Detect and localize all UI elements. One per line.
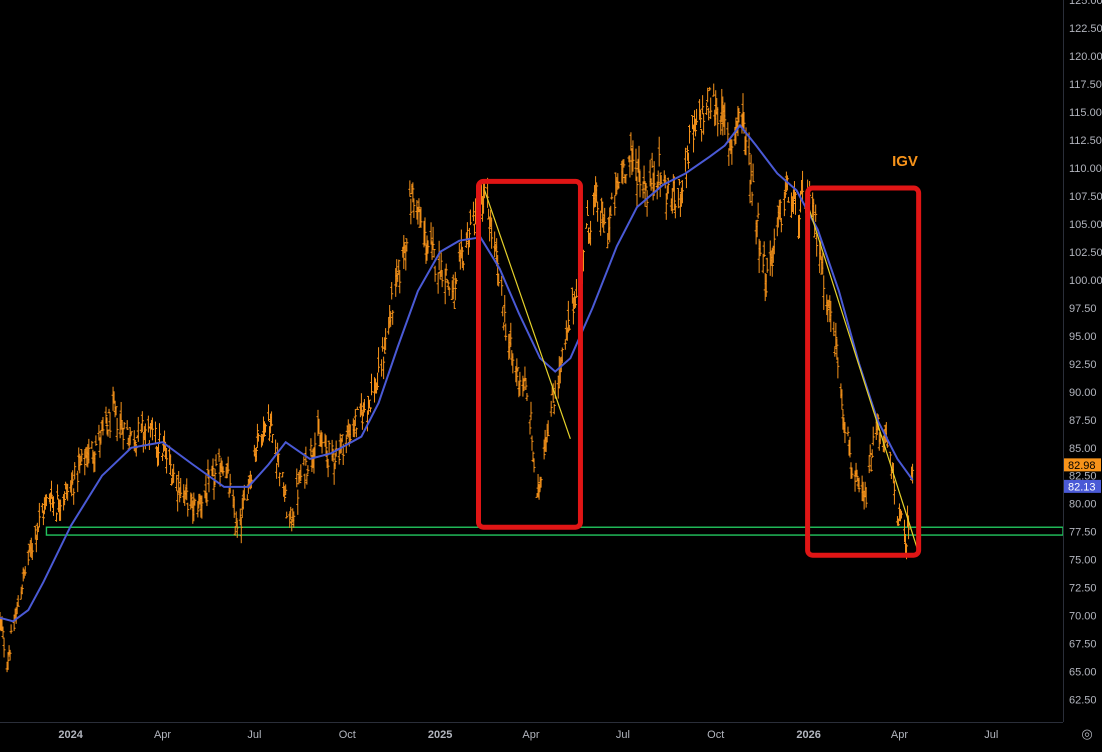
highlight-box-2[interactable]: [805, 185, 922, 558]
y-tick-label: 72.50: [1069, 583, 1097, 595]
x-tick-label: Apr: [522, 729, 539, 741]
y-tick-label: 100.00: [1069, 275, 1102, 287]
y-tick-label: 95.00: [1069, 331, 1097, 343]
y-tick-label: 92.50: [1069, 359, 1097, 371]
y-tick-label: 90.00: [1069, 387, 1097, 399]
x-tick-label: Oct: [707, 729, 724, 741]
symbol-label: IGV: [892, 153, 918, 170]
y-tick-label: 112.50: [1069, 135, 1102, 147]
y-tick-label: 85.00: [1069, 443, 1097, 455]
x-tick-label: Apr: [891, 729, 908, 741]
highlight-box-1[interactable]: [476, 178, 583, 530]
trendline-2[interactable]: [808, 206, 920, 554]
y-tick-label: 82.50: [1069, 471, 1097, 483]
axis-settings-icon[interactable]: ◎: [1081, 726, 1093, 741]
x-axis-panel[interactable]: [0, 722, 1102, 747]
y-tick-label: 110.00: [1069, 163, 1102, 175]
price-tag-bg: [1064, 479, 1101, 493]
moving-average-line[interactable]: [0, 123, 914, 623]
y-tick-label: 67.50: [1069, 639, 1097, 651]
x-tick-label: 2025: [428, 729, 452, 741]
plot-area[interactable]: [0, 0, 1063, 722]
x-tick-label: Jul: [984, 729, 998, 741]
y-tick-label: 107.50: [1069, 191, 1102, 203]
x-tick-label: 2024: [58, 729, 83, 741]
y-tick-label: 125.00: [1069, 0, 1102, 7]
y-tick-label: 62.50: [1069, 695, 1097, 707]
y-tick-label: 97.50: [1069, 303, 1097, 315]
x-tick-label: Jul: [247, 729, 261, 741]
y-tick-label: 80.00: [1069, 499, 1097, 511]
y-tick-label: 122.50: [1069, 23, 1102, 35]
y-tick-label: 105.00: [1069, 219, 1102, 231]
trendline-1[interactable]: [483, 190, 571, 439]
x-tick-label: 2026: [796, 729, 820, 741]
x-tick-label: Apr: [154, 729, 171, 741]
moving-average-value-label: 82.13: [1068, 481, 1096, 493]
y-tick-label: 87.50: [1069, 415, 1097, 427]
y-tick-label: 77.50: [1069, 527, 1097, 539]
y-tick-label: 115.00: [1069, 107, 1102, 119]
x-tick-label: Oct: [339, 729, 356, 741]
y-tick-label: 117.50: [1069, 79, 1102, 91]
x-tick-label: Jul: [616, 729, 630, 741]
last-price-label: 82.98: [1068, 460, 1096, 472]
price-tag-bg: [1064, 458, 1101, 472]
y-tick-label: 102.50: [1069, 247, 1102, 259]
y-tick-label: 120.00: [1069, 51, 1102, 63]
y-tick-label: 65.00: [1069, 667, 1097, 679]
y-axis-panel[interactable]: [1063, 0, 1102, 747]
y-tick-label: 75.00: [1069, 555, 1097, 567]
y-tick-label: 70.00: [1069, 611, 1097, 623]
